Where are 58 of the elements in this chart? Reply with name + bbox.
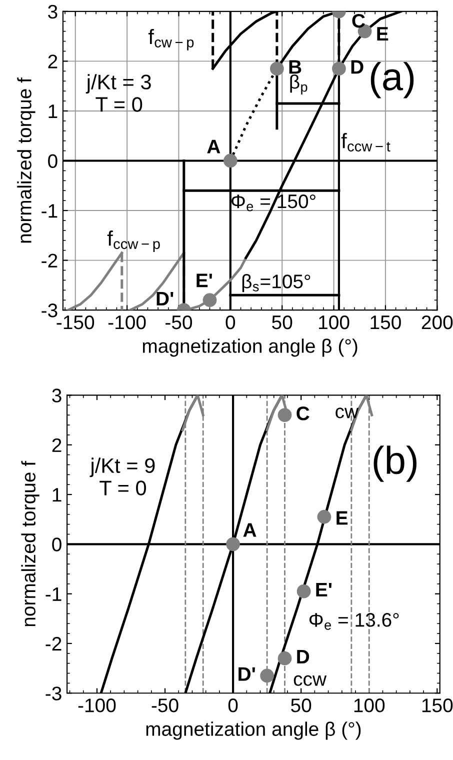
annotation: E' [196,274,212,288]
annotation: f$_{ccw−p}$ [107,230,160,252]
x-tick-label: -100 [108,315,146,330]
x-tick-label: 150 [422,698,453,712]
annotation: D [351,60,364,74]
y-tick-label: 3 [48,4,58,19]
annotation: (a) [370,62,414,98]
x-tick-label: 0 [228,698,238,712]
y-tick-label: 1 [52,488,62,502]
annotation: j/Kt = 3 T = 0 [86,74,151,112]
x-tick-label: 100 [354,698,385,712]
y-tick-label: 2 [52,438,62,452]
y-tick-label: 0 [52,538,62,552]
annotation: A [207,140,220,154]
x-tick-label: 0 [226,315,236,330]
annotation: E [377,27,388,41]
y-tick-label: -3 [46,686,62,700]
annotation: E' [316,582,332,596]
y-tick-label: -3 [42,304,58,318]
annotation: D' [238,667,255,681]
x-tick-label: 50 [272,315,292,330]
x-tick-label: 100 [319,315,350,330]
y-tick-label: -1 [42,204,58,218]
annotation: D [297,650,310,664]
x-tick-label: 50 [291,698,312,712]
y-tick-label: -2 [42,254,58,268]
annotation: j/Kt = 9 T = 0 [90,458,155,496]
annotation: ccw [294,675,327,686]
x-tick-label: -50 [152,698,178,712]
annotation: E [336,511,348,525]
y-tick-label: -2 [46,636,62,651]
y-tick-label: -1 [46,587,62,601]
annotation: A [243,523,256,537]
x-tick-label: -50 [166,315,192,330]
y-tick-label: 2 [48,54,58,68]
x-axis-title: magnetization angle β (°) [142,338,358,357]
annotation: cw [336,408,359,418]
annotation: β$_{s}$=105° [242,274,310,292]
y-axis-title: normalized torque f [21,460,40,626]
annotation: C [352,14,365,28]
annotation: (b) [374,446,416,482]
annotation: D' [156,292,174,306]
y-tick-label: 3 [52,388,62,402]
x-tick-label: 200 [422,315,453,330]
x-tick-label: -100 [78,698,116,712]
x-axis-title: magnetization angle β (°) [146,722,361,740]
annotation: β$_{p}$ [290,74,308,94]
annotation: B [289,60,302,74]
annotation: C [296,406,310,420]
annotation: f$_{ccw−t}$ [341,133,390,152]
annotation: Φ$_{e}$ = 150° [232,194,316,212]
x-tick-label: -150 [56,315,94,330]
y-tick-label: 0 [48,154,58,168]
annotation: f$_{cw−p}$ [148,28,194,50]
annotation: Φ$_{e}$ = 13.6° [309,613,399,630]
x-tick-label: 150 [370,315,401,330]
y-axis-title: normalized torque f [17,77,36,243]
y-tick-label: 1 [48,104,58,118]
